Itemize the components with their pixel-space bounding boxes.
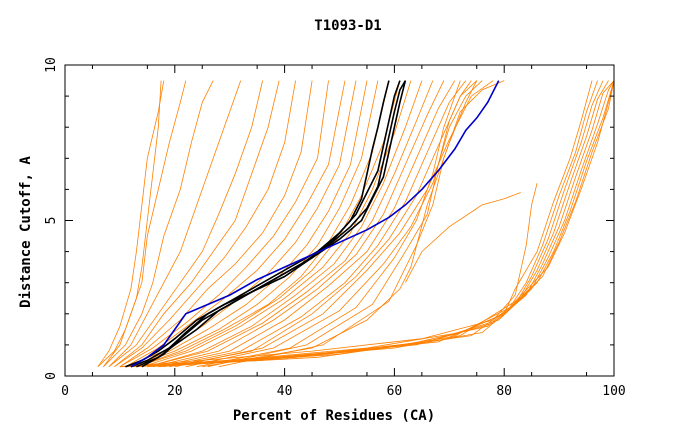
tick-layer: 0 20 40 60 80 100 0 5 10 — [44, 57, 626, 399]
y-tick-label: 5 — [44, 217, 59, 225]
x-tick-label: 40 — [277, 384, 293, 399]
series-line — [119, 80, 329, 368]
series-line — [174, 80, 494, 368]
series-line — [103, 80, 187, 367]
series-line — [125, 80, 357, 368]
series-line — [218, 80, 505, 368]
series-line — [185, 80, 483, 368]
series-layer — [97, 80, 615, 368]
series-line — [169, 80, 478, 368]
series-line — [119, 80, 593, 368]
series-line — [147, 80, 615, 368]
series-line — [147, 80, 423, 368]
series-line — [163, 80, 467, 368]
series-line — [114, 80, 296, 368]
series-line — [119, 80, 313, 368]
series-line — [130, 80, 379, 368]
x-axis-title: Percent of Residues (CA) — [233, 408, 435, 424]
series-line — [130, 80, 368, 368]
chart-title: T1093-D1 — [314, 18, 381, 34]
series-line — [130, 80, 615, 368]
series-line — [136, 80, 615, 368]
series-line — [97, 80, 162, 367]
highlight-series-line — [136, 80, 407, 368]
series-line — [158, 80, 456, 368]
series-line — [207, 80, 472, 368]
y-axis-title: Distance Cutoff, A — [18, 156, 34, 308]
series-line — [108, 80, 263, 368]
x-tick-label: 20 — [167, 384, 183, 399]
series-line — [97, 80, 165, 367]
series-line — [196, 80, 461, 368]
series-line — [152, 80, 445, 368]
series-line — [114, 80, 280, 368]
highlight-series-line — [130, 80, 500, 368]
x-tick-label: 80 — [496, 384, 512, 399]
y-tick-label: 10 — [44, 57, 59, 73]
highlight-series-line — [125, 80, 390, 368]
x-tick-label: 100 — [602, 384, 625, 399]
series-line — [125, 80, 346, 368]
series-line — [103, 80, 214, 367]
series-line — [405, 192, 521, 283]
series-line — [158, 80, 615, 368]
series-line — [136, 80, 401, 368]
x-tick-label: 0 — [61, 384, 69, 399]
highlight-series-line — [141, 80, 407, 368]
series-line — [202, 80, 478, 368]
y-tick-label: 0 — [44, 372, 59, 380]
series-line — [108, 80, 242, 367]
series-line — [147, 80, 434, 368]
series-line — [141, 80, 412, 368]
x-tick-label: 60 — [387, 384, 403, 399]
series-line — [136, 80, 390, 368]
